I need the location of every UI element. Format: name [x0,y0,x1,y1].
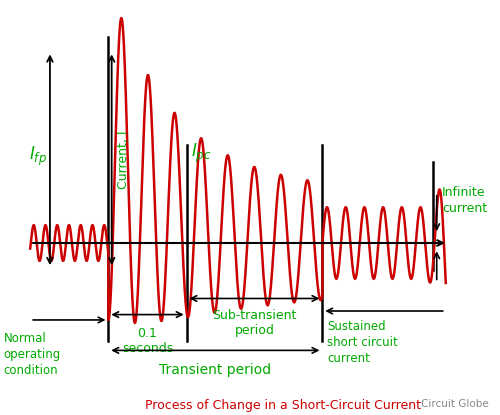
Text: Circuit Globe: Circuit Globe [421,399,489,409]
Text: Sustained
short circuit
current: Sustained short circuit current [328,320,398,365]
Text: Current, I: Current, I [118,131,130,189]
Text: $I_{fp}$: $I_{fp}$ [30,144,48,168]
Text: Normal
operating
condition: Normal operating condition [4,332,60,378]
Text: 0.1
seconds: 0.1 seconds [122,327,173,355]
Text: Process of Change in a Short-Circuit Current: Process of Change in a Short-Circuit Cur… [145,399,421,412]
Text: $I_{pc}$: $I_{pc}$ [192,142,212,165]
Text: Transient period: Transient period [160,363,272,377]
Text: Infinite
current: Infinite current [442,186,487,215]
Text: Sub-transient
period: Sub-transient period [212,309,296,337]
